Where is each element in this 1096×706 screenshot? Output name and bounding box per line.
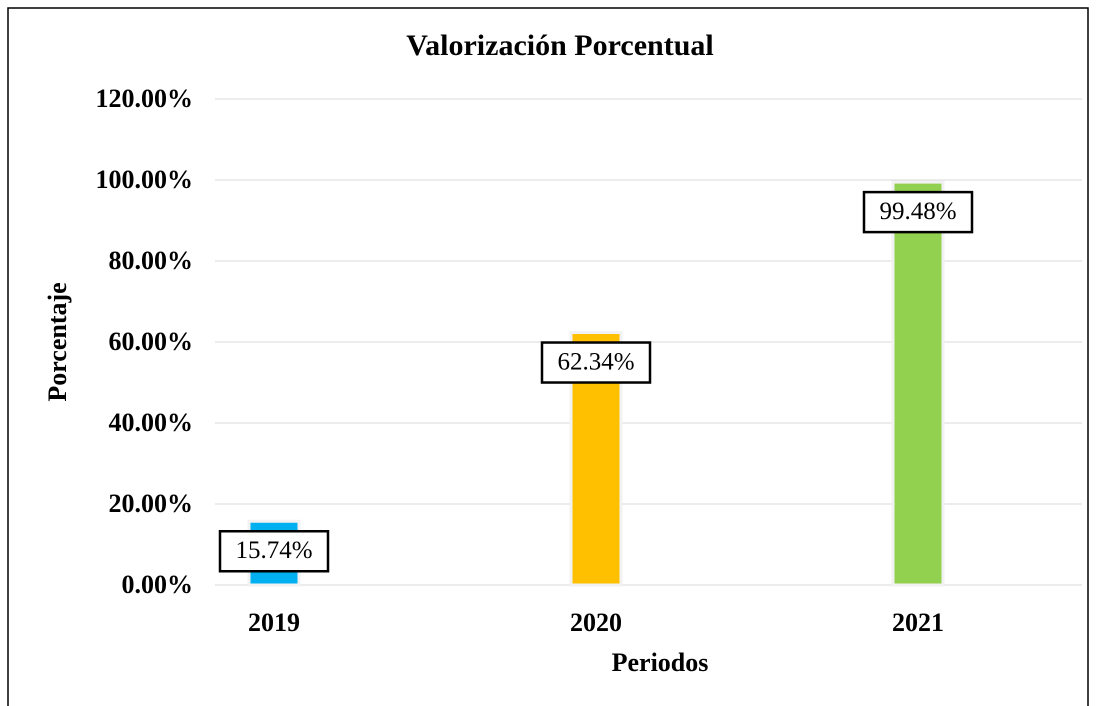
y-tick-label: 100.00% [96, 165, 194, 194]
y-tick-label: 0.00% [122, 570, 194, 599]
data-label-box [218, 530, 330, 573]
data-label: 99.48% [879, 198, 956, 225]
y-axis-title: Porcentaje [43, 282, 72, 401]
y-tick-label: 80.00% [109, 246, 194, 275]
data-label-box [540, 341, 652, 384]
chart-title: Valorización Porcentual [406, 29, 713, 62]
x-axis-title: Periodos [612, 648, 709, 677]
x-tick-label: 2021 [892, 608, 944, 637]
y-tick-label: 60.00% [109, 327, 194, 356]
x-tick-label: 2020 [570, 608, 622, 637]
data-label-box [862, 190, 974, 234]
y-tick-label: 120.00% [96, 84, 194, 113]
y-tick-label: 20.00% [109, 489, 194, 518]
data-label: 62.34% [557, 348, 634, 375]
data-label: 15.74% [235, 537, 312, 564]
bar [891, 180, 945, 587]
x-tick-label: 2019 [248, 608, 300, 637]
y-tick-label: 40.00% [109, 408, 194, 437]
